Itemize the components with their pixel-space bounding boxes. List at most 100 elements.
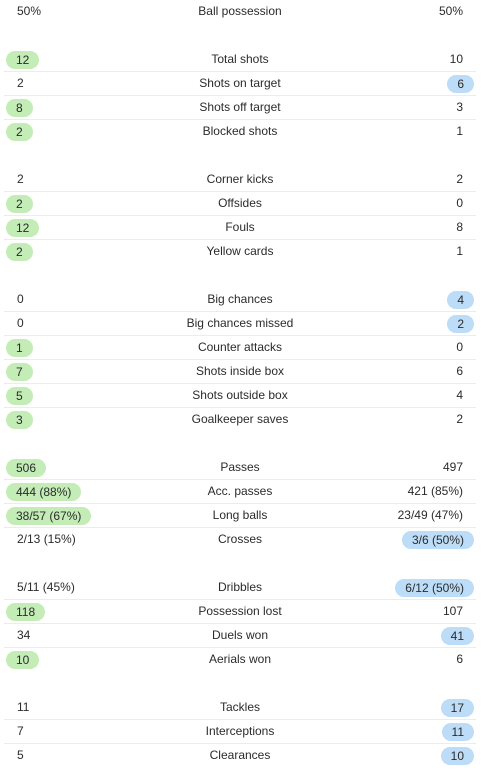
away-value: 17 <box>440 699 474 717</box>
stat-row-possession-lost: Possession lost 118 107 <box>4 600 476 624</box>
stat-label: Big chances <box>207 292 273 306</box>
away-value: 50% <box>438 4 463 18</box>
home-value: 506 <box>6 459 47 477</box>
stat-label: Big chances missed <box>186 316 294 330</box>
stat-row-crosses: Crosses 2/13 (15%) 3/6 (50%) <box>4 528 476 552</box>
stat-row-shots-off-target: Shots off target 8 3 <box>4 96 476 120</box>
stat-row-shots-on-target: Shots on target 2 6 <box>4 72 476 96</box>
home-value: 50% <box>17 4 42 18</box>
away-value: 8 <box>456 220 463 234</box>
home-value: 2 <box>6 243 33 261</box>
away-value: 0 <box>456 340 463 354</box>
home-value: 7 <box>6 363 33 381</box>
home-value: 3 <box>6 411 33 429</box>
home-value: 2 <box>6 195 33 213</box>
home-value: 11 <box>17 700 30 714</box>
home-value: 5 <box>6 387 33 405</box>
home-value: 2 <box>17 76 24 90</box>
match-stats-list: Ball possession 50% 50% Total shots 12 10 Shot… <box>4 0 476 768</box>
stat-label: Interceptions <box>205 724 275 738</box>
away-value: 10 <box>449 52 463 66</box>
away-value: 3 <box>456 100 463 114</box>
away-value: 107 <box>442 604 463 618</box>
stat-row-fouls: Fouls 12 8 <box>4 216 476 240</box>
away-value: 2 <box>456 412 463 426</box>
away-value: 497 <box>442 460 463 474</box>
group-spacer <box>4 24 476 48</box>
stat-row-acc-passes: Acc. passes 444 (88%) 421 (85%) <box>4 480 476 504</box>
stat-row-ball-possession: Ball possession 50% 50% <box>4 0 476 24</box>
stat-row-yellow-cards: Yellow cards 2 1 <box>4 240 476 264</box>
stat-row-counter-attacks: Counter attacks 1 0 <box>4 336 476 360</box>
stat-label: Crosses <box>217 532 262 546</box>
home-value: 118 <box>6 603 46 621</box>
away-value: 41 <box>440 627 474 645</box>
away-value: 4 <box>456 388 463 402</box>
stat-label: Shots on target <box>199 76 281 90</box>
home-value: 2 <box>17 172 24 186</box>
group-spacer <box>4 264 476 288</box>
stat-label: Acc. passes <box>207 484 273 498</box>
stat-label: Clearances <box>209 748 271 762</box>
home-value: 38/57 (67%) <box>6 507 92 525</box>
home-value: 8 <box>6 99 33 117</box>
group-spacer <box>4 552 476 576</box>
stat-label: Shots off target <box>199 100 281 114</box>
away-value: 6 <box>447 75 474 93</box>
stat-row-aerials-won: Aerials won 10 6 <box>4 648 476 672</box>
stat-row-tackles: Tackles 11 17 <box>4 696 476 720</box>
home-value: 2/13 (15%) <box>17 532 76 546</box>
stat-label: Goalkeeper saves <box>191 412 289 426</box>
home-value: 1 <box>6 339 33 357</box>
away-value: 2 <box>447 315 474 333</box>
away-value: 11 <box>441 723 474 741</box>
away-value: 10 <box>440 747 474 765</box>
stat-label: Blocked shots <box>202 124 278 138</box>
home-value: 34 <box>17 628 31 642</box>
stat-row-duels-won: Duels won 34 41 <box>4 624 476 648</box>
stat-label: Long balls <box>212 508 268 522</box>
stat-row-goalkeeper-saves: Goalkeeper saves 3 2 <box>4 408 476 432</box>
home-value: 12 <box>6 219 40 237</box>
stat-label: Total shots <box>211 52 269 66</box>
stat-row-long-balls: Long balls 38/57 (67%) 23/49 (47%) <box>4 504 476 528</box>
group-spacer <box>4 432 476 456</box>
stat-label: Aerials won <box>208 652 272 666</box>
stat-row-big-chances-missed: Big chances missed 0 2 <box>4 312 476 336</box>
home-value: 2 <box>6 123 33 141</box>
stat-label: Ball possession <box>198 4 282 18</box>
stat-row-shots-outside-box: Shots outside box 5 4 <box>4 384 476 408</box>
away-value: 1 <box>456 124 463 138</box>
stat-row-total-shots: Total shots 12 10 <box>4 48 476 72</box>
group-spacer <box>4 672 476 696</box>
home-value: 0 <box>17 292 24 306</box>
home-value: 7 <box>17 724 24 738</box>
stat-row-clearances: Clearances 5 10 <box>4 744 476 768</box>
stat-label: Tackles <box>219 700 260 714</box>
stat-label: Possession lost <box>198 604 282 618</box>
away-value: 0 <box>456 196 463 210</box>
stat-label: Passes <box>220 460 260 474</box>
stat-label: Corner kicks <box>206 172 274 186</box>
stat-row-interceptions: Interceptions 7 11 <box>4 720 476 744</box>
home-value: 5 <box>17 748 24 762</box>
stat-label: Yellow cards <box>206 244 274 258</box>
away-value: 6 <box>456 652 463 666</box>
home-value: 444 (88%) <box>6 483 82 501</box>
home-value: 0 <box>17 316 24 330</box>
stat-row-shots-inside-box: Shots inside box 7 6 <box>4 360 476 384</box>
stat-label: Dribbles <box>217 580 262 594</box>
home-value: 12 <box>6 51 40 69</box>
stat-row-big-chances: Big chances 0 4 <box>4 288 476 312</box>
away-value: 421 (85%) <box>407 484 463 498</box>
stat-row-blocked-shots: Blocked shots 2 1 <box>4 120 476 144</box>
stat-label: Offsides <box>218 196 262 210</box>
away-value: 1 <box>456 244 463 258</box>
away-value: 23/49 (47%) <box>397 508 463 522</box>
away-value: 6/12 (50%) <box>395 579 474 597</box>
home-value: 5/11 (45%) <box>17 580 75 594</box>
stat-label: Shots inside box <box>195 364 285 378</box>
stat-row-offsides: Offsides 2 0 <box>4 192 476 216</box>
away-value: 2 <box>456 172 463 186</box>
stat-label: Fouls <box>225 220 255 234</box>
